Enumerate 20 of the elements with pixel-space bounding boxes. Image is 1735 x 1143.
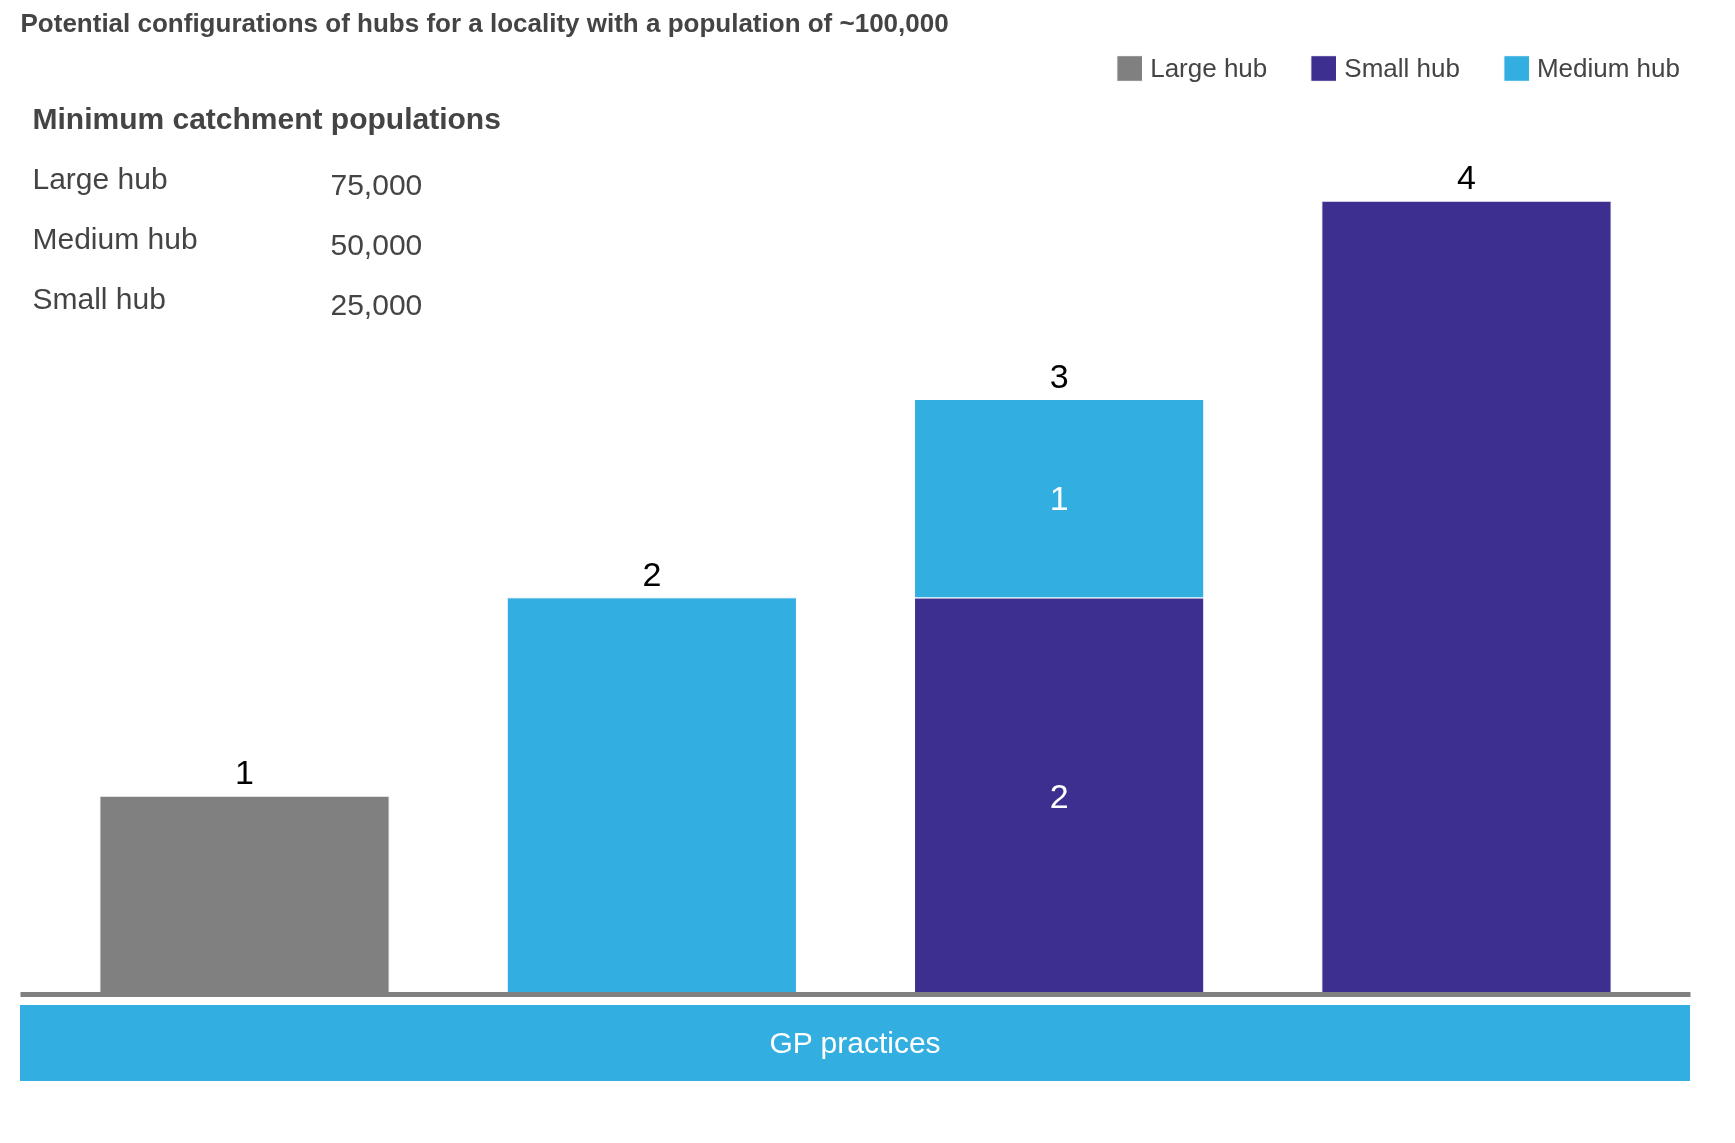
total-label: 1 <box>235 753 254 792</box>
data-label: 1 <box>1049 479 1069 518</box>
total-label: 3 <box>1049 356 1069 395</box>
total-label: 2 <box>642 554 662 593</box>
annotation: Small hub <box>32 281 166 315</box>
bar <box>1321 200 1612 995</box>
annotation: Medium hub <box>32 221 198 255</box>
annotation: 25,000 <box>330 287 423 321</box>
data-label: 2 <box>1049 776 1069 815</box>
annotation: 50,000 <box>330 227 423 261</box>
text: Large hub <box>32 161 168 195</box>
text: Minimum catchment populations <box>32 101 501 135</box>
legend-label: Small hub <box>1344 52 1460 84</box>
chart-title: Potential configurations of hubs for a locality with a population of ~100,000 <box>20 7 949 38</box>
total-label: 4 <box>1457 158 1476 197</box>
x-axis-title: GP practices <box>769 1025 941 1061</box>
bar <box>506 597 797 995</box>
legend-label: Large hub <box>1150 52 1268 84</box>
text: 75,000 <box>330 167 423 201</box>
legend-label: Medium hub <box>1536 52 1680 84</box>
